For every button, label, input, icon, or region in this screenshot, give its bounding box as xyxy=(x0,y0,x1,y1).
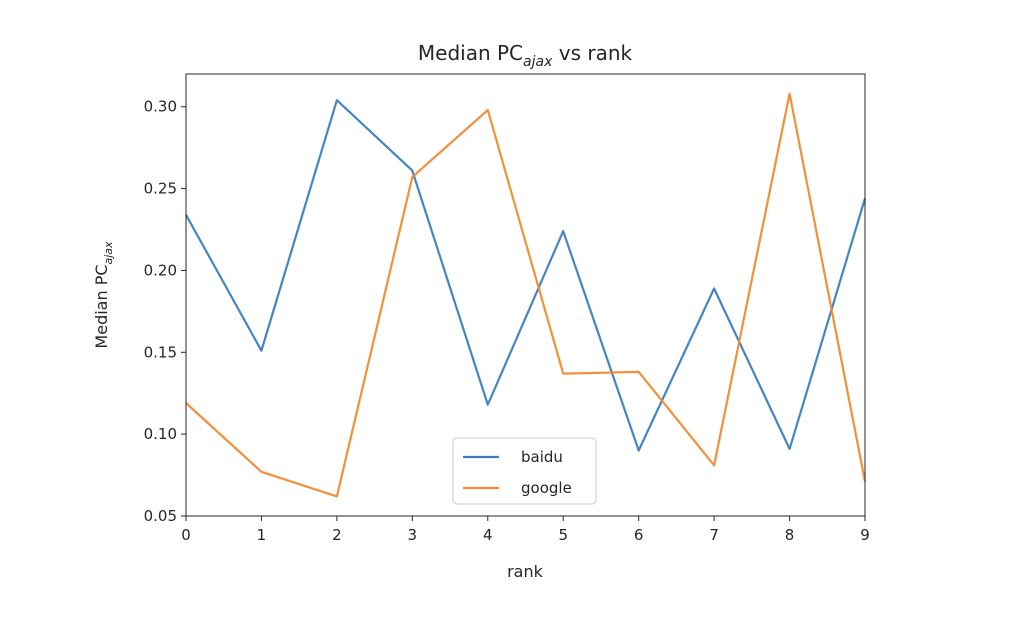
y-tick-label-1: 0.10 xyxy=(144,425,177,443)
x-tick-label-1: 1 xyxy=(257,526,267,544)
x-tick-label-4: 4 xyxy=(483,526,493,544)
y-axis-title-main: Median PC xyxy=(92,264,111,348)
chart-title-tail: vs rank xyxy=(552,41,632,65)
legend-label-google: google xyxy=(521,479,572,497)
x-tick-label-0: 0 xyxy=(181,526,191,544)
y-tick-label-3: 0.20 xyxy=(144,261,177,279)
series-line-baidu xyxy=(185,99,867,452)
y-tick-label-0: 0.05 xyxy=(144,507,177,525)
x-tick-label-8: 8 xyxy=(785,526,795,544)
legend-label-baidu: baidu xyxy=(521,448,563,466)
x-tick-label-5: 5 xyxy=(558,526,568,544)
legend: baidu google xyxy=(452,437,597,505)
chart-title: Median PCajax vs rank xyxy=(418,41,633,70)
series-layer xyxy=(185,92,867,498)
x-tick-label-3: 3 xyxy=(408,526,418,544)
x-axis-title: rank xyxy=(507,562,544,581)
series-line-google xyxy=(185,92,867,498)
y-tick-label-4: 0.25 xyxy=(144,180,177,198)
y-axis-title-subscript: ajax xyxy=(102,241,115,265)
x-tick-label-7: 7 xyxy=(709,526,719,544)
axes-layer: 0 1 2 3 4 5 6 7 8 9 0.05 0.10 0.15 0.20 0.25 0.30 xyxy=(144,73,870,544)
y-tick-label-2: 0.15 xyxy=(144,343,177,361)
y-axis-title: Median PCajax xyxy=(92,241,115,349)
axes-frame xyxy=(185,73,866,517)
x-tick-label-6: 6 xyxy=(634,526,644,544)
x-tick-label-9: 9 xyxy=(860,526,870,544)
chart-title-subscript: ajax xyxy=(523,54,553,70)
chart-title-main: Median PC xyxy=(418,41,523,65)
x-tick-label-2: 2 xyxy=(332,526,342,544)
y-tick-label-5: 0.30 xyxy=(144,98,177,116)
